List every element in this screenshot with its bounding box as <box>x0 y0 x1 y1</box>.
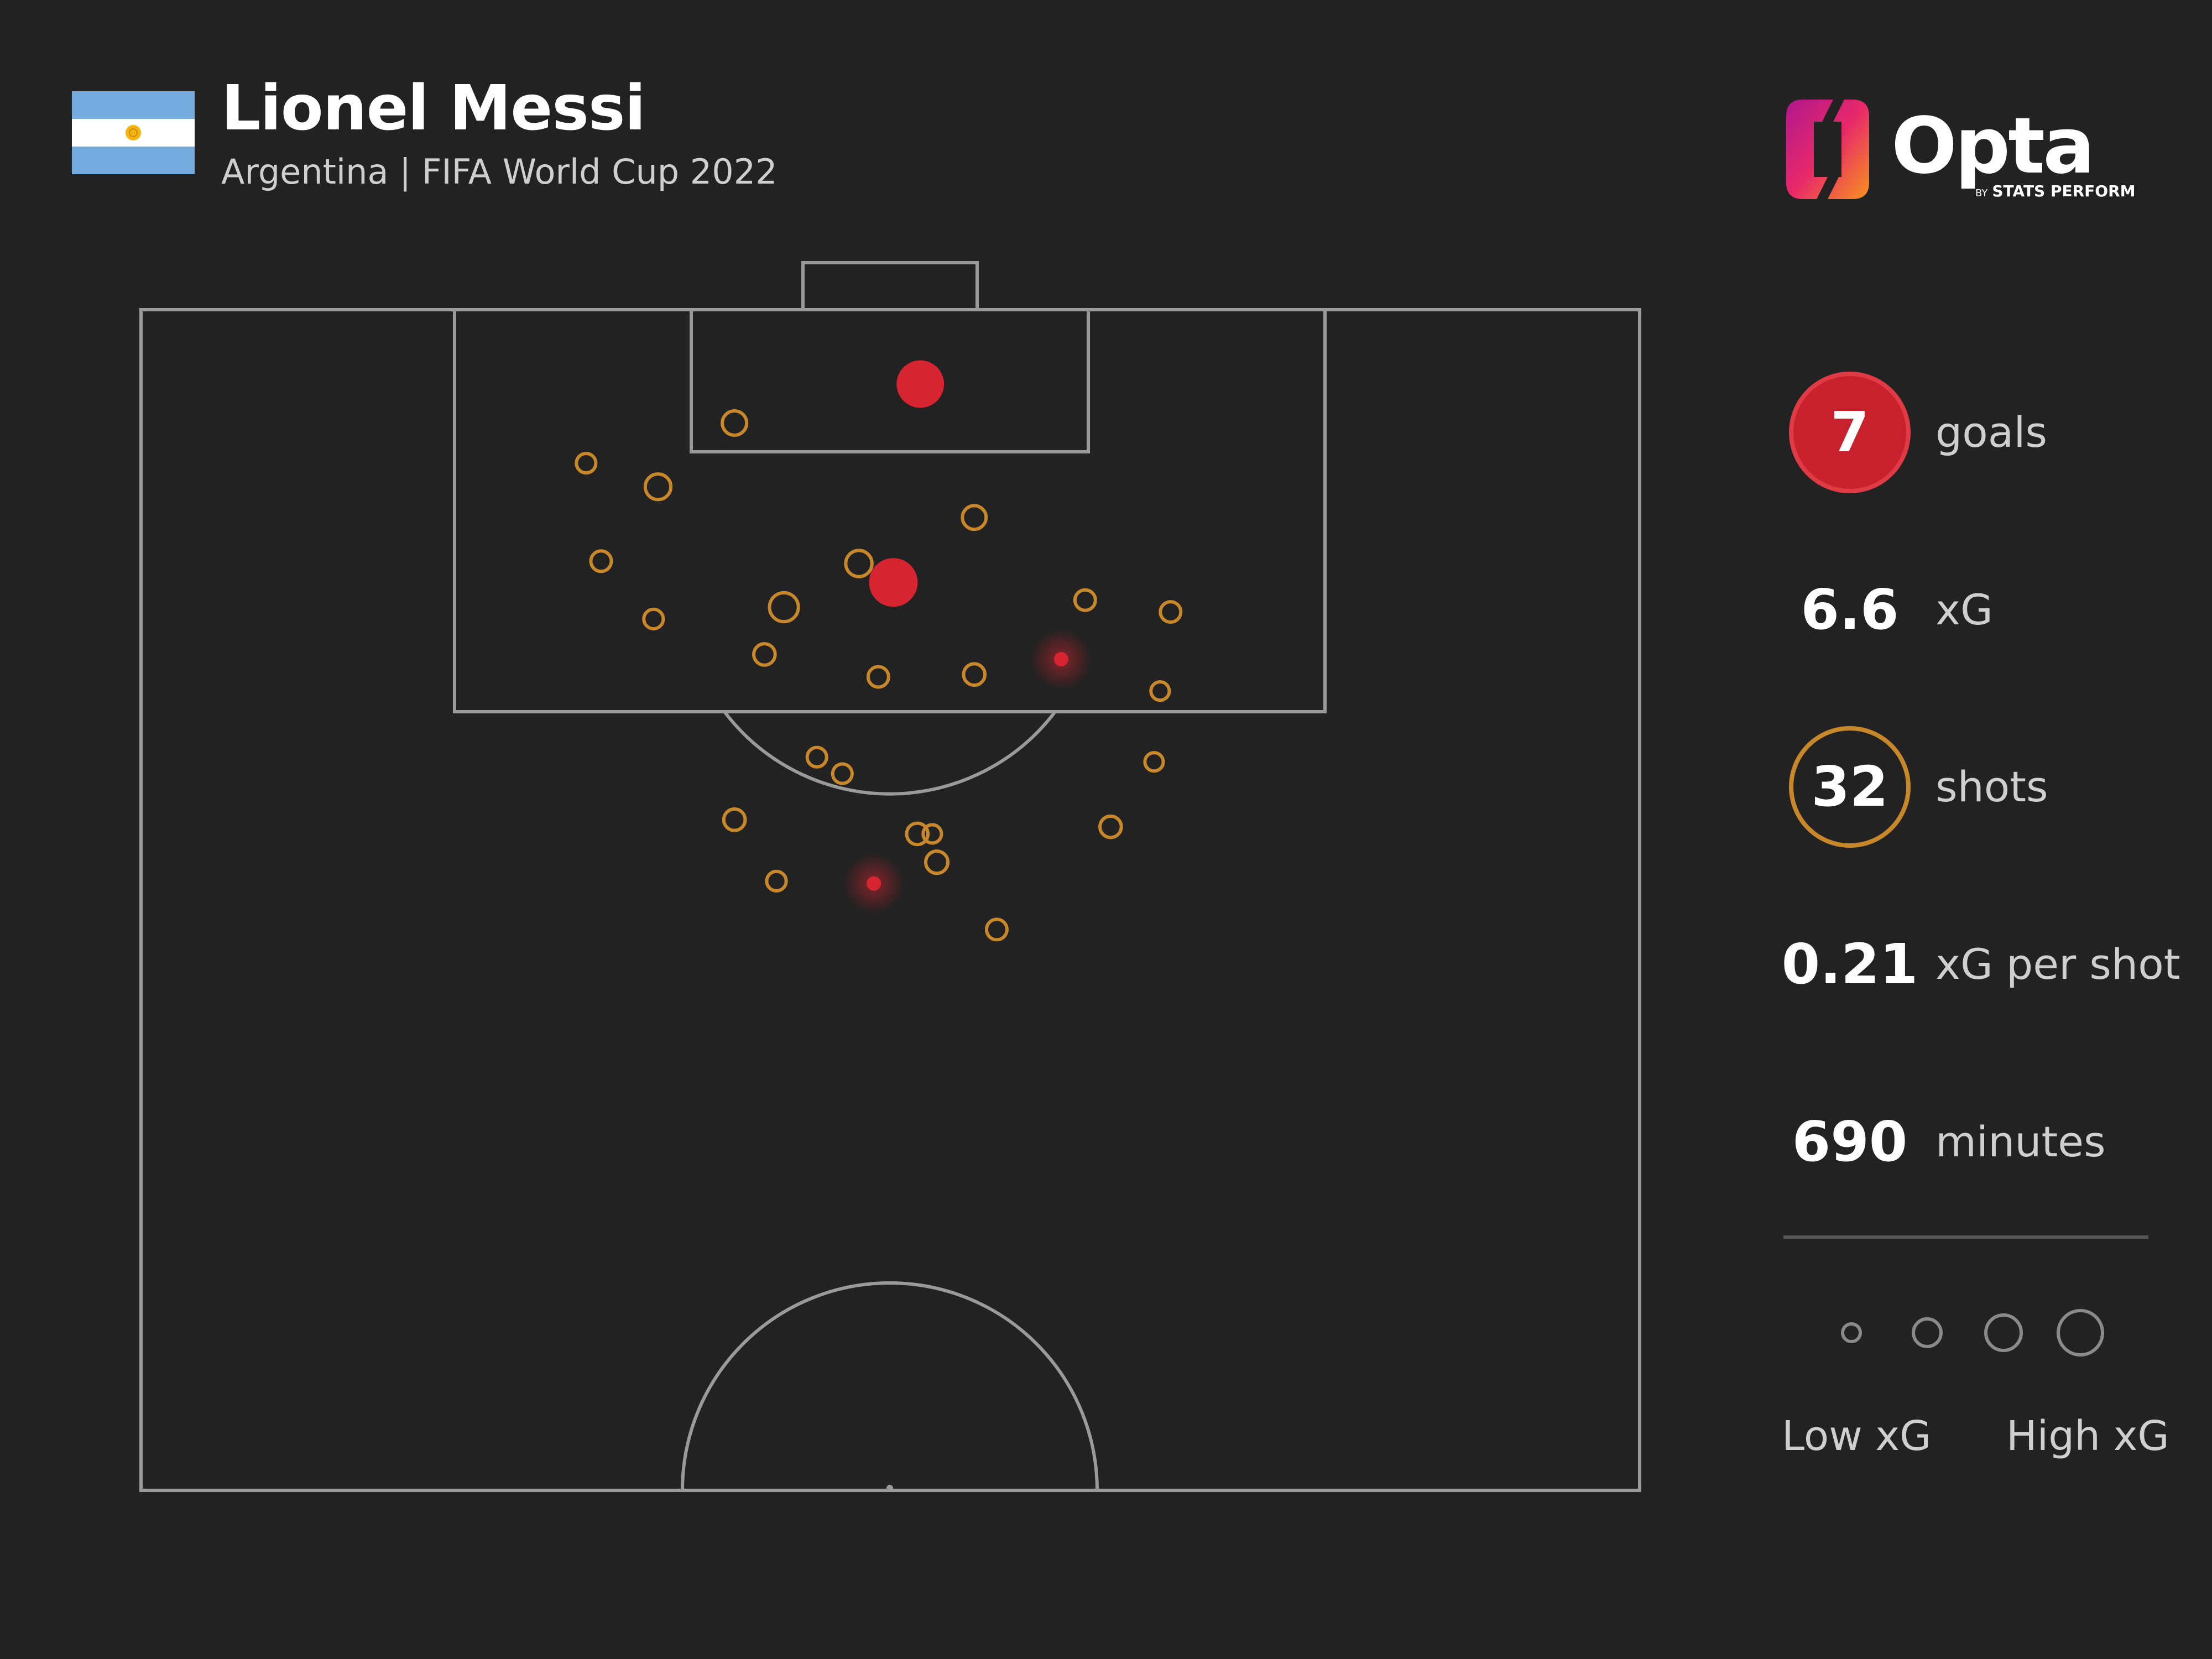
legend-circle-1 <box>1841 1322 1862 1343</box>
shot-point <box>642 607 665 630</box>
shot-point <box>722 807 747 832</box>
shot-point <box>805 745 828 769</box>
goal-point <box>867 876 881 891</box>
shot-point <box>1159 600 1183 624</box>
shots-circle <box>1789 726 1911 848</box>
goal <box>801 261 979 311</box>
stat-xg: 6.6 xG <box>1770 549 2212 682</box>
shot-point <box>921 823 943 845</box>
stat-shots-value: 32 <box>1811 754 1888 819</box>
shot-point <box>721 409 749 437</box>
goals-circle <box>1789 372 1911 493</box>
legend-low-label: Low xG <box>1782 1412 1932 1460</box>
stat-minutes-value: 690 <box>1792 1109 1908 1174</box>
stat-minutes: 690 minutes <box>1770 1081 2212 1214</box>
shot-point <box>768 591 800 624</box>
stat-xg-label: xG <box>1936 585 1993 634</box>
shot-point <box>1098 814 1123 839</box>
centre-spot <box>886 1485 893 1491</box>
shot-point <box>1149 680 1171 702</box>
stat-xg-value: 6.6 <box>1801 577 1899 642</box>
xg-size-legend <box>1841 1309 2104 1357</box>
team-competition-subtitle: Argentina | FIFA World Cup 2022 <box>221 152 778 192</box>
legend-circle-3 <box>1984 1313 2023 1352</box>
penalty-arc <box>723 711 1057 796</box>
opta-logo-icon <box>1786 94 1869 205</box>
centre-circle <box>681 1281 1099 1491</box>
shot-point <box>831 762 854 785</box>
stat-xg-per-shot-label: xG per shot <box>1936 940 2180 989</box>
shot-point <box>961 504 988 531</box>
shot-map-pitch <box>139 261 1641 1492</box>
legend-circle-2 <box>1912 1317 1943 1348</box>
shot-point <box>752 642 777 667</box>
shot-point <box>765 869 788 893</box>
shot-point <box>643 472 673 502</box>
player-name: Lionel Messi <box>221 72 646 144</box>
six-yard-box <box>690 308 1090 453</box>
brand-by-text: BY <box>1975 187 1988 199</box>
goal-point <box>896 360 945 408</box>
goal-point <box>869 558 918 607</box>
stat-shots-label: shots <box>1936 762 2048 811</box>
legend-circle-4 <box>2057 1309 2104 1357</box>
shots-layer <box>575 360 1183 942</box>
stats-divider <box>1783 1235 2148 1239</box>
stats-perform-text: BY STATS PERFORM <box>1975 184 2136 199</box>
stat-xg-per-shot: 0.21 xG per shot <box>1770 904 2212 1036</box>
legend-high-label: High xG <box>2006 1412 2169 1460</box>
shot-point <box>984 917 1009 942</box>
opta-brand-text: Opta <box>1891 101 2095 191</box>
shot-point <box>924 849 950 875</box>
stat-shots: 32 shots <box>1770 726 2212 859</box>
goal-point <box>1053 651 1068 666</box>
shot-point <box>905 821 930 847</box>
argentina-flag-icon <box>72 91 195 174</box>
pitch-lines <box>139 261 1641 1492</box>
shot-point <box>1143 751 1165 773</box>
shot-point <box>962 662 987 687</box>
shot-point <box>866 665 890 689</box>
stat-goals: 7 goals <box>1770 372 2212 504</box>
stat-goals-value: 7 <box>1830 400 1869 465</box>
shot-point <box>575 451 598 475</box>
stat-xg-per-shot-value: 0.21 <box>1781 932 1918 997</box>
stat-goals-label: goals <box>1936 408 2048 457</box>
stat-minutes-label: minutes <box>1936 1117 2106 1166</box>
penalty-box <box>453 308 1327 713</box>
shot-point <box>1073 588 1097 612</box>
brand-sub-text: STATS PERFORM <box>1992 182 2136 200</box>
shot-point <box>589 549 613 573</box>
shot-point <box>844 549 874 578</box>
